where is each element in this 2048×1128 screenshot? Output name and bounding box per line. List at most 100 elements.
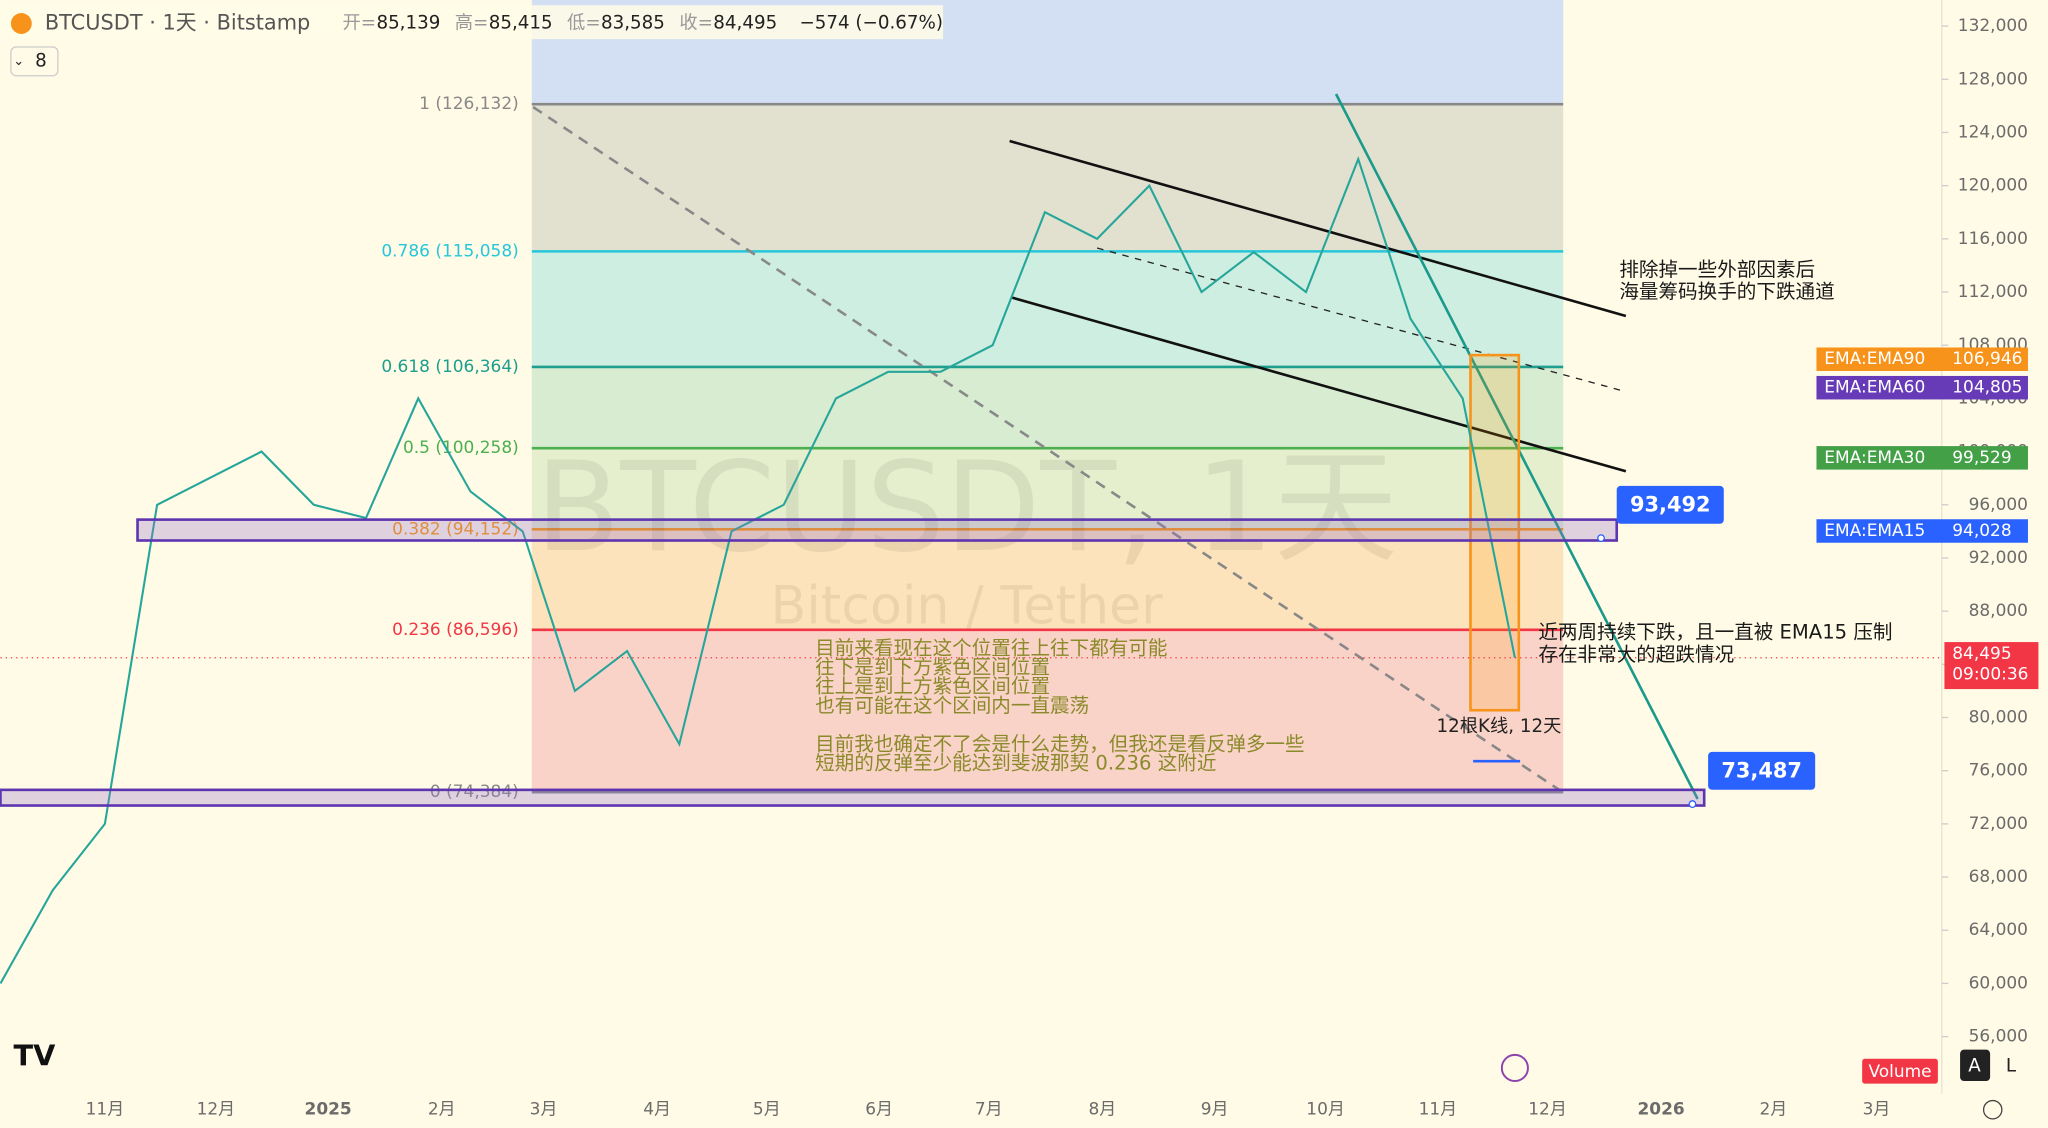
countdown: 09:00:36	[1952, 665, 2028, 685]
y-tick-label: 124,000	[1958, 122, 2028, 142]
price-tag	[1616, 485, 1724, 524]
last-price-bg	[1944, 642, 2039, 690]
trend-line	[1334, 93, 1699, 800]
x-tick-label: 3月	[1863, 1100, 1891, 1120]
volume-tag-text[interactable]: Volume	[1868, 1062, 1931, 1082]
annotation: 存在非常大的超跌情况	[1538, 643, 1734, 666]
channel-bottom	[1011, 296, 1627, 473]
y-tick-label: 112,000	[1958, 282, 2028, 302]
x-tick-label: 2月	[1760, 1100, 1788, 1120]
price-tag-anchor	[1597, 534, 1605, 543]
log-btn-text[interactable]: L	[2006, 1056, 2017, 1077]
range-box	[1469, 353, 1521, 712]
annotation: 海量筹码换手的下跌通道	[1619, 280, 1834, 303]
fib-label: 0.5 (100,258)	[403, 438, 519, 458]
last-price: 84,495	[1952, 644, 2011, 664]
y-tick-label: 116,000	[1958, 229, 2028, 249]
fib-label: 0.786 (115,058)	[381, 241, 518, 261]
ohlc-value: 84,495	[713, 12, 777, 33]
ema-value: 106,946	[1952, 349, 2022, 369]
annotation: 往上是到上方紫色区间位置	[815, 675, 1050, 698]
ohlc-value: 83,585	[601, 12, 665, 33]
ema-name: EMA:EMA30	[1824, 448, 1925, 468]
ohlc-value: 85,415	[489, 12, 553, 33]
lightning-btn[interactable]	[1500, 1053, 1529, 1082]
volume-tag[interactable]	[1862, 1058, 1938, 1084]
x-tick-label: 8月	[1088, 1100, 1116, 1120]
x-tick-label: 12月	[197, 1100, 236, 1120]
ema-label-bg	[1816, 347, 2028, 371]
indicator-count[interactable]: 8	[35, 50, 47, 71]
annotation: 目前我也确定不了会是什么走势，但我还是看反弹多一些	[815, 732, 1304, 755]
annotation: 往下是到下方紫色区间位置	[815, 656, 1050, 679]
y-tick-label: 80,000	[1969, 708, 2028, 728]
indicator-toggle[interactable]	[10, 46, 59, 77]
fib-band	[531, 251, 1564, 367]
channel-top	[1009, 139, 1627, 318]
y-tick-label: 128,000	[1958, 69, 2028, 89]
ohlc-label: 高=	[455, 12, 489, 33]
y-tick-label: 64,000	[1969, 920, 2028, 940]
annotation: 排除掉一些外部因素后	[1619, 258, 1815, 281]
auto-btn-text[interactable]: A	[1968, 1056, 1981, 1077]
fib-band	[531, 366, 1564, 449]
fib-label: 0.382 (94,152)	[392, 519, 519, 539]
x-tick-label: 5月	[753, 1100, 781, 1120]
watermark-sub: Bitcoin / Tether	[770, 577, 1163, 637]
x-tick-label: 2月	[428, 1100, 456, 1120]
fib-band	[531, 629, 1564, 793]
purple-zone	[0, 788, 1706, 807]
ema-label-bg	[1816, 446, 2028, 470]
header-bg	[0, 5, 944, 40]
x-tick-label: 11月	[1419, 1100, 1458, 1120]
y-tick-label: 76,000	[1969, 761, 2028, 781]
y-tick-label: 56,000	[1969, 1027, 2028, 1047]
fib-label: 0.236 (86,596)	[392, 620, 519, 640]
fib-band	[531, 529, 1564, 630]
x-tick-label: 12月	[1528, 1100, 1567, 1120]
annotation: 目前来看现在这个位置往上往下都有可能	[815, 636, 1167, 659]
fib-band	[531, 448, 1564, 530]
fib-label: 1 (126,132)	[419, 94, 519, 114]
fib-label: 0.618 (106,364)	[381, 357, 518, 377]
symbol-info: BTCUSDT · 1天 · Bitstamp	[45, 11, 310, 35]
y-tick-label: 120,000	[1958, 176, 2028, 196]
chevron: ⌄	[13, 54, 24, 69]
ema-label-bg	[1816, 519, 2028, 543]
y-tick-label: 88,000	[1969, 601, 2028, 621]
fib-band	[531, 104, 1564, 252]
y-tick-label: 92,000	[1969, 548, 2028, 568]
x-tick-label: 4月	[643, 1100, 671, 1120]
watermark: BTCUSDT, 1天	[535, 436, 1398, 580]
y-tick-label: 60,000	[1969, 973, 2028, 993]
settings-btn[interactable]	[1982, 1099, 2003, 1120]
price-tag-anchor	[1688, 800, 1697, 809]
annotation: 短期的反弹至少能达到斐波那契 0.236 这附近	[815, 752, 1216, 775]
y-tick-label: 68,000	[1969, 867, 2028, 887]
ohlc-value: 85,139	[376, 12, 440, 33]
annotation: 12根K线, 12天	[1437, 716, 1562, 737]
annotation: 近两周持续下跌，且一直被 EMA15 压制	[1538, 621, 1892, 644]
y-tick-label: 96,000	[1969, 495, 2028, 515]
auto-btn[interactable]	[1960, 1049, 1991, 1081]
trend-dashed	[532, 105, 1564, 794]
change: −574 (−0.67%)	[799, 12, 943, 33]
logo: TV	[13, 1039, 56, 1073]
price-line	[0, 155, 1516, 984]
fib-label: 0 (74,384)	[430, 782, 519, 802]
ema-name: EMA:EMA60	[1824, 378, 1925, 398]
ema-name: EMA:EMA15	[1824, 521, 1925, 541]
ema-name: EMA:EMA90	[1824, 349, 1925, 369]
y-tick-label: 132,000	[1958, 16, 2028, 36]
x-tick-label: 9月	[1201, 1100, 1229, 1120]
x-tick-label: 6月	[865, 1100, 893, 1120]
ohlc-label: 开=	[343, 12, 377, 33]
symbol-icon	[10, 13, 32, 34]
y-tick-label: 72,000	[1969, 814, 2028, 834]
price-tag-label: 93,492	[1630, 492, 1711, 516]
ema-label-bg	[1816, 375, 2028, 400]
price-tag	[1708, 751, 1816, 790]
ema-value: 104,805	[1952, 378, 2022, 398]
